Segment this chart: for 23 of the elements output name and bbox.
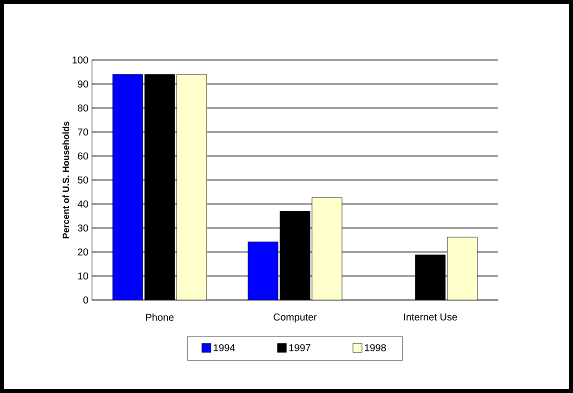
bar <box>112 74 143 300</box>
bar <box>447 236 478 300</box>
y-tick-label: 60 <box>78 152 88 160</box>
legend-label: 1998 <box>364 344 386 352</box>
y-tick-label: 90 <box>78 80 88 88</box>
y-tick-label: 30 <box>78 224 88 232</box>
y-tick-label: 40 <box>78 200 88 208</box>
y-tick-label: 80 <box>78 104 88 112</box>
y-tick-label: 0 <box>83 296 88 304</box>
legend-label: 1997 <box>289 344 310 352</box>
y-axis-title: Percent of U.S. Households <box>62 122 70 238</box>
bar <box>312 198 342 300</box>
x-tick-label: Phone <box>146 314 174 321</box>
legend-label: 1994 <box>214 344 235 352</box>
bar <box>248 242 278 300</box>
y-tick-label: 50 <box>78 176 88 184</box>
y-tick-label: 100 <box>72 56 88 64</box>
y-tick-label: 70 <box>78 128 88 136</box>
y-tick-label: 20 <box>78 248 88 256</box>
x-tick-label: Internet Use <box>404 314 458 320</box>
bar <box>176 74 207 300</box>
y-tick-label: 10 <box>78 272 88 280</box>
x-tick-label: Computer <box>274 314 317 323</box>
